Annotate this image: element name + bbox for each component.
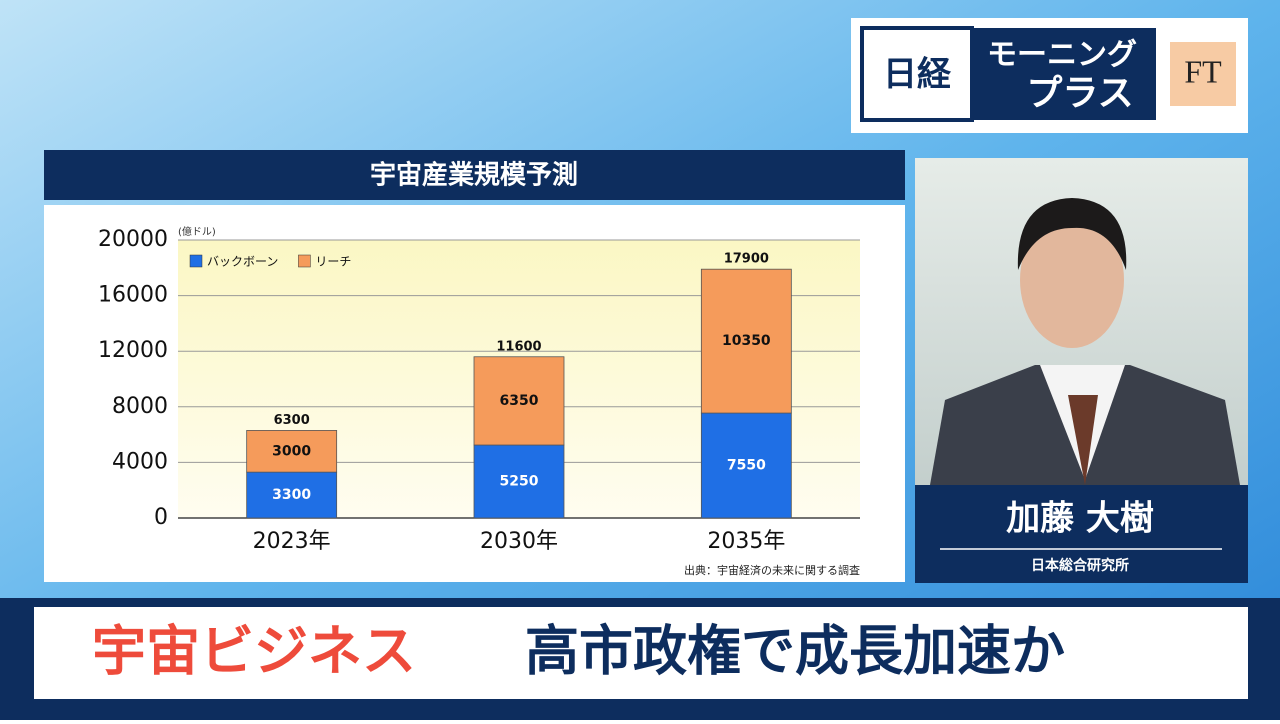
headline-box xyxy=(34,607,1248,699)
presenter-affiliation: 日本総合研究所 xyxy=(1031,557,1129,574)
chart-title: 宇宙産業規模予測 xyxy=(370,160,578,191)
bar-segment xyxy=(473,444,565,519)
logo-program: プラス xyxy=(1026,73,1133,114)
chart: 0 4000 8000 12000 16000 20000 バックボーン リーチ 2023年 33… xyxy=(98,227,860,554)
name-plate xyxy=(915,485,1248,583)
value-label: 6350 xyxy=(500,393,539,409)
value-label: 3000 xyxy=(272,443,311,459)
chart-header xyxy=(44,150,905,200)
y-tick-label: 12000 xyxy=(98,338,168,363)
legend-label: バックボーン xyxy=(207,255,278,269)
total-label: 6300 xyxy=(274,413,310,428)
x-tick-label: 2023年 xyxy=(253,529,331,554)
y-tick-label: 16000 xyxy=(98,283,168,308)
bar-segment xyxy=(700,268,792,414)
y-tick-label: 8000 xyxy=(112,394,168,419)
bar-segment xyxy=(246,430,338,473)
value-label: 7550 xyxy=(727,458,766,474)
y-tick-label: 4000 xyxy=(112,449,168,474)
logo-program-box xyxy=(972,28,1156,120)
legend-label: リーチ xyxy=(315,255,351,269)
x-tick-label: 2035年 xyxy=(707,529,785,554)
presenter-hair xyxy=(1017,198,1127,270)
x-tick-label: 2030年 xyxy=(480,529,558,554)
presenter-face xyxy=(1020,212,1124,348)
presenter-tie xyxy=(1068,395,1098,485)
total-label: 11600 xyxy=(496,339,541,354)
logo-ft: FT xyxy=(1184,53,1222,89)
headline-highlight: 宇宙ビジネス xyxy=(92,620,416,683)
value-label: 5250 xyxy=(500,474,539,490)
bar-segment xyxy=(246,471,338,519)
logo-program: モーニング xyxy=(987,38,1137,73)
logo-nikkei-box xyxy=(860,26,974,122)
logo-ft-box xyxy=(1170,42,1236,106)
value-label: 10350 xyxy=(722,333,771,349)
legend-swatch xyxy=(189,254,203,268)
headline-text: 高市政権で成長加速か xyxy=(525,620,1065,683)
presenter-name: 加藤 大樹 xyxy=(1006,499,1154,539)
logo-nikkei: 日経 xyxy=(883,55,952,95)
y-tick-label: 20000 xyxy=(98,227,168,252)
unit-label: (億ドル) xyxy=(178,225,216,238)
y-tick-label: 0 xyxy=(154,505,168,530)
bar-segment xyxy=(700,412,792,519)
legend-swatch xyxy=(298,254,311,268)
total-label: 17900 xyxy=(724,252,769,267)
value-label: 3300 xyxy=(272,487,311,503)
bar-segment xyxy=(473,356,565,446)
source: 出典：宇宙経済の未来に関する調査 xyxy=(684,563,860,577)
